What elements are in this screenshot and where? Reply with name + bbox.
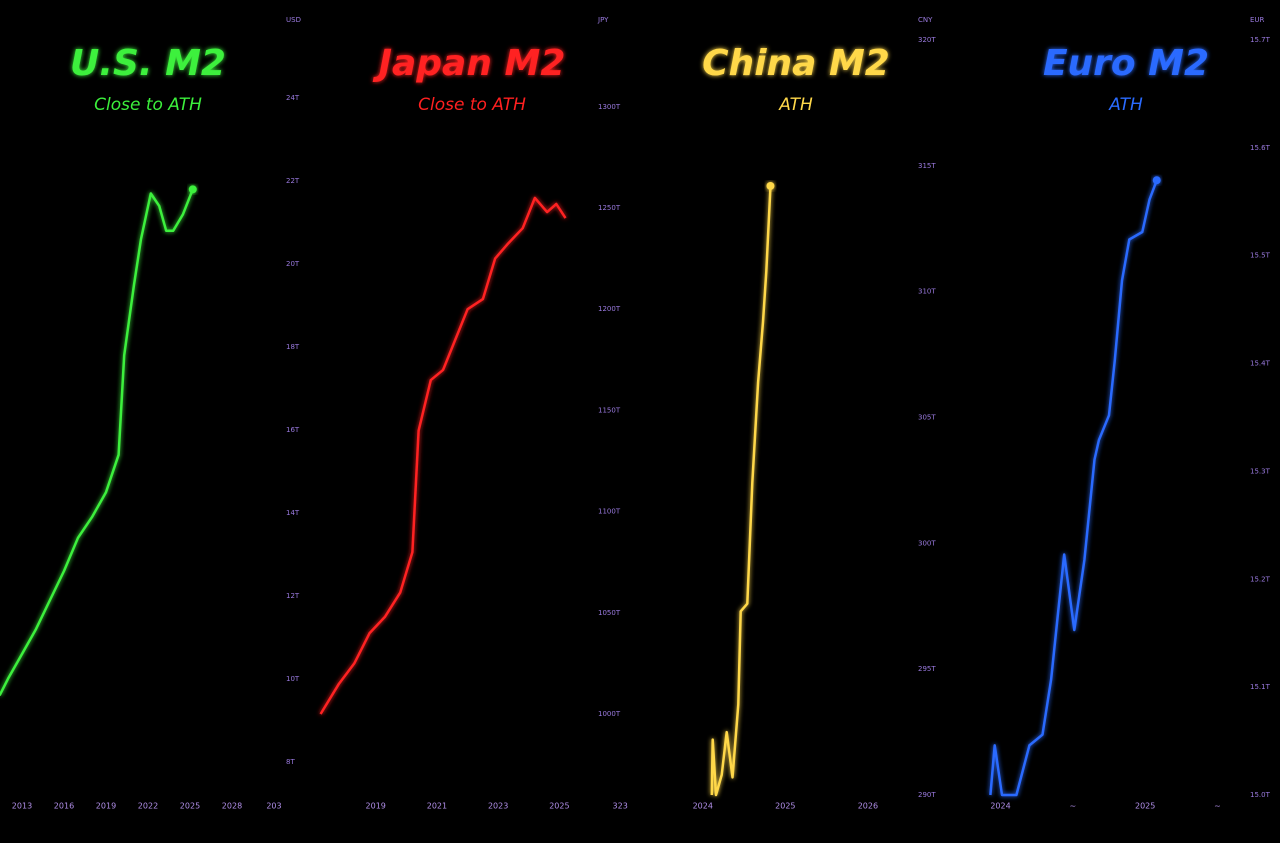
chart-subtitle: Close to ATH xyxy=(418,95,526,115)
y-tick-label: 8T xyxy=(286,758,295,766)
y-tick-label: 15.5T xyxy=(1250,252,1271,260)
end-marker xyxy=(1152,176,1161,185)
x-tick-label: 2021 xyxy=(427,802,447,811)
line xyxy=(989,179,1158,797)
line xyxy=(0,188,194,696)
axis-unit: CNY xyxy=(918,16,933,24)
x-tick-label: 2019 xyxy=(366,802,386,811)
x-tick-label: 2025 xyxy=(1135,802,1155,811)
chart-subtitle: Close to ATH xyxy=(94,95,202,115)
y-tick-label: 1150T xyxy=(598,406,621,414)
x-tick-label: ~ xyxy=(1214,802,1221,811)
y-tick-label: 14T xyxy=(286,509,300,517)
axis-unit: USD xyxy=(286,16,301,24)
x-tick-label: 2025 xyxy=(549,802,569,811)
x-tick-label: 2016 xyxy=(54,802,74,811)
chart-title: Japan M2 xyxy=(373,43,566,84)
line xyxy=(710,185,772,797)
y-tick-label: 1050T xyxy=(598,609,621,617)
y-tick-label: 15.7T xyxy=(1250,36,1271,44)
y-tick-label: 15.6T xyxy=(1250,144,1271,152)
end-marker xyxy=(766,181,775,190)
x-tick-label: 2019 xyxy=(96,802,116,811)
x-tick-label: 2026 xyxy=(858,802,878,811)
y-tick-label: 1100T xyxy=(598,508,621,516)
axis-unit: JPY xyxy=(597,16,609,24)
y-tick-label: 1250T xyxy=(598,204,621,212)
y-tick-label: 18T xyxy=(286,343,300,351)
y-tick-label: 24T xyxy=(286,94,300,102)
x-tick-label: 2024 xyxy=(990,802,1010,811)
line xyxy=(319,196,567,715)
x-tick-label: 2023 xyxy=(488,802,508,811)
y-tick-label: 10T xyxy=(286,675,300,683)
x-tick-label: 2024 xyxy=(693,802,713,811)
x-tick-label: 2013 xyxy=(12,802,32,811)
y-tick-label: 320T xyxy=(918,36,936,44)
y-tick-label: 15.1T xyxy=(1250,683,1271,691)
x-tick-label: 2025 xyxy=(775,802,795,811)
x-tick-label: 323 xyxy=(613,802,628,811)
chart-subtitle: ATH xyxy=(778,95,813,115)
chart-title: Euro M2 xyxy=(1043,43,1209,84)
y-tick-label: 1300T xyxy=(598,103,621,111)
y-tick-label: 15.0T xyxy=(1250,791,1271,799)
chart-subtitle: ATH xyxy=(1108,95,1143,115)
chart-title: China M2 xyxy=(702,43,890,84)
y-tick-label: 20T xyxy=(286,260,300,268)
y-tick-label: 12T xyxy=(286,592,300,600)
x-tick-label: 2022 xyxy=(138,802,158,811)
x-tick-label: ~ xyxy=(1069,802,1076,811)
y-tick-label: 290T xyxy=(918,791,936,799)
x-tick-label: 203 xyxy=(266,802,281,811)
y-tick-label: 315T xyxy=(918,162,936,170)
y-tick-label: 295T xyxy=(918,665,936,673)
y-tick-label: 16T xyxy=(286,426,300,434)
y-tick-label: 1200T xyxy=(598,305,621,313)
axis-unit: EUR xyxy=(1250,16,1265,24)
y-tick-label: 15.4T xyxy=(1250,360,1271,368)
y-tick-label: 300T xyxy=(918,539,936,547)
x-tick-label: 2025 xyxy=(180,802,200,811)
y-tick-label: 22T xyxy=(286,177,300,185)
x-tick-label: 2028 xyxy=(222,802,242,811)
y-tick-label: 15.2T xyxy=(1250,575,1271,583)
end-marker xyxy=(188,185,197,194)
y-tick-label: 310T xyxy=(918,288,936,296)
y-tick-label: 1000T xyxy=(598,710,621,718)
y-tick-label: 15.3T xyxy=(1250,467,1271,475)
chart-title: U.S. M2 xyxy=(70,43,226,84)
y-tick-label: 305T xyxy=(918,414,936,422)
